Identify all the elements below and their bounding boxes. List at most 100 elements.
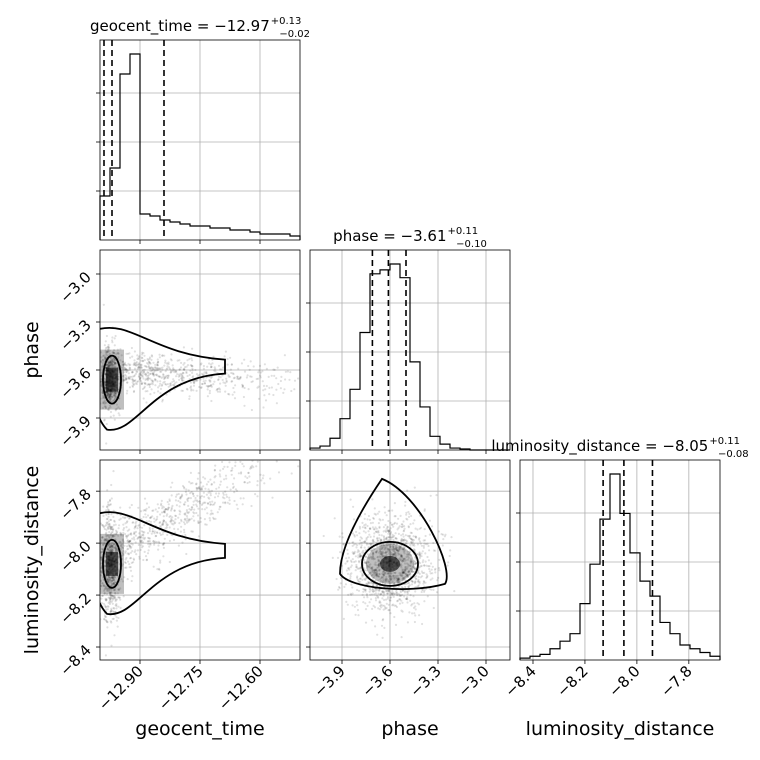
sample-point: [116, 625, 119, 628]
sample-point: [380, 550, 383, 553]
sample-point: [105, 509, 108, 512]
sample-point: [372, 548, 375, 551]
sample-point: [426, 555, 429, 559]
sample-point: [100, 570, 102, 573]
sample-point: [140, 534, 143, 537]
sample-point: [225, 495, 229, 498]
sample-point: [390, 572, 393, 575]
sample-point: [165, 362, 168, 365]
sample-point: [368, 587, 371, 590]
sample-point: [207, 488, 210, 491]
sample-point: [171, 516, 174, 519]
sample-point: [400, 554, 403, 558]
sample-point: [373, 569, 376, 572]
sample-point: [419, 565, 422, 568]
sample-point: [184, 517, 187, 521]
sample-point: [107, 543, 110, 546]
sample-point: [137, 375, 140, 378]
sample-point: [142, 530, 145, 534]
sample-point: [139, 371, 142, 375]
sample-point: [210, 489, 213, 492]
sample-point: [170, 384, 173, 387]
sample-point: [403, 546, 406, 549]
sample-point: [159, 533, 162, 537]
sample-point: [210, 365, 213, 368]
sample-point: [101, 548, 105, 551]
sample-point: [109, 546, 112, 549]
sample-point: [107, 396, 110, 399]
sample-point: [366, 565, 369, 568]
sample-point: [107, 363, 110, 366]
sample-point: [427, 565, 430, 568]
sample-point: [107, 408, 110, 411]
sample-point: [159, 521, 162, 524]
sample-point: [186, 510, 189, 513]
sample-point: [352, 541, 355, 544]
sample-point: [364, 540, 367, 543]
sample-point: [150, 366, 153, 369]
sample-point: [106, 508, 109, 511]
sample-point: [413, 560, 416, 564]
sample-point: [399, 573, 402, 577]
sample-point: [389, 543, 392, 546]
sample-point: [146, 362, 149, 365]
sample-point: [421, 550, 424, 553]
sample-point: [431, 565, 434, 568]
sample-point: [440, 533, 443, 536]
sample-point: [375, 572, 379, 575]
sample-point: [106, 350, 110, 353]
sample-point: [407, 563, 410, 566]
sample-point: [143, 386, 146, 390]
sample-point: [416, 553, 419, 556]
sample-point: [129, 539, 132, 543]
sample-point: [392, 547, 395, 550]
sample-point: [105, 608, 108, 611]
sample-point: [349, 577, 352, 580]
sample-point: [399, 558, 402, 561]
sample-point: [395, 549, 398, 552]
sample-point: [109, 534, 112, 537]
sample-point: [195, 511, 198, 515]
sample-point: [109, 361, 112, 364]
sample-point: [201, 502, 204, 505]
sample-point: [392, 525, 395, 528]
sample-point: [113, 520, 116, 523]
sample-point: [154, 363, 157, 366]
sample-point: [211, 503, 214, 506]
sample-point: [344, 583, 347, 586]
sample-point: [397, 593, 400, 596]
sample-point: [395, 578, 398, 581]
sample-point: [330, 381, 332, 383]
sample-point: [102, 505, 105, 508]
sample-point: [378, 562, 381, 565]
sample-point: [382, 576, 385, 579]
sample-point: [127, 376, 130, 379]
sample-point: [160, 376, 163, 379]
sample-point: [127, 533, 130, 536]
sample-point: [249, 467, 252, 470]
sample-point: [362, 590, 365, 593]
sample-point: [183, 361, 186, 365]
sample-point: [112, 617, 115, 620]
sample-point: [400, 609, 403, 612]
sample-point: [168, 526, 171, 529]
sample-point: [135, 370, 138, 373]
sample-point: [364, 588, 367, 592]
sample-point: [379, 601, 382, 604]
sample-point: [109, 601, 112, 604]
sample-point: [133, 363, 136, 367]
sample-point: [183, 512, 186, 516]
sample-point: [432, 588, 435, 592]
sample-point: [114, 596, 117, 599]
sample-point: [377, 522, 380, 525]
sample-point: [384, 511, 387, 514]
sample-point: [420, 570, 423, 573]
sample-point: [110, 591, 113, 595]
sample-point: [165, 514, 168, 517]
sample-point: [181, 375, 184, 378]
sample-point: [385, 589, 388, 593]
sample-point: [391, 592, 394, 596]
sample-point: [376, 566, 379, 569]
sample-point: [110, 588, 113, 592]
sample-point: [104, 380, 107, 383]
